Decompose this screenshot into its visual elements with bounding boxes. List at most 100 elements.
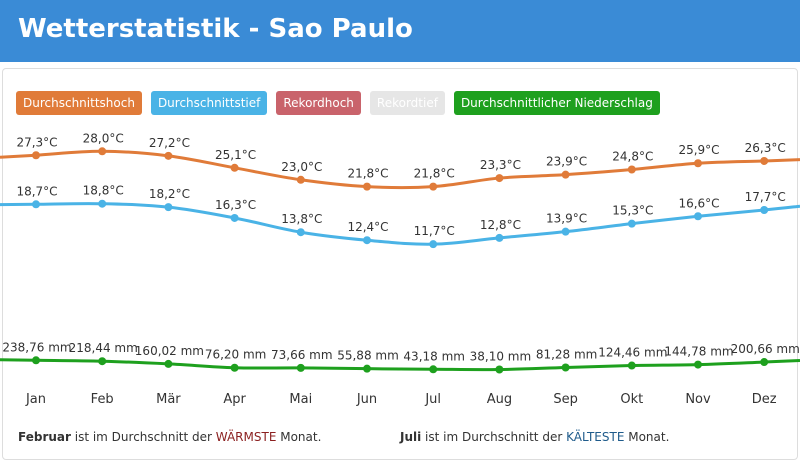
x-tick-label: Mär xyxy=(156,392,181,407)
data-label-durchschnittlicher-niederschlag: 43,18 mm xyxy=(403,349,465,363)
cold-note-end: Monat. xyxy=(624,430,670,444)
legend-rekordtief[interactable]: Rekordtief xyxy=(369,91,445,115)
data-point-durchschnittstief xyxy=(561,227,570,236)
data-point-durchschnittstief xyxy=(429,240,438,249)
warmest-month: Februar xyxy=(18,430,71,444)
x-tick-label: Dez xyxy=(752,392,777,407)
data-label-durchschnittlicher-niederschlag: 81,28 mm xyxy=(536,348,598,362)
weather-chart: 27,3°C 28,0°C 27,2°C 25,1°C 23,0°C 21,8°C 21,8… xyxy=(0,131,800,407)
warmest-word: WÄRMSTE xyxy=(215,430,277,444)
data-label-durchschnittlicher-niederschlag: 160,02 mm xyxy=(135,344,204,358)
x-tick-label: Jul xyxy=(424,392,441,407)
data-point-durchschnittlicher-niederschlag xyxy=(363,364,371,373)
x-tick-label: Jan xyxy=(25,392,46,407)
series-line-durchschnittlicher-niederschlag xyxy=(0,358,800,372)
header-bar: Wetterstatistik - Sao Paulo xyxy=(0,0,800,62)
data-label-durchschnittshoch: 27,2°C xyxy=(149,136,190,150)
x-tick-label: Feb xyxy=(91,392,114,407)
data-label-durchschnittstief: 16,6°C xyxy=(678,196,719,210)
data-label-durchschnittstief: 18,8°C xyxy=(83,184,124,198)
data-label-durchschnittlicher-niederschlag: 76,20 mm xyxy=(205,348,267,362)
warm-note-end: Monat. xyxy=(276,430,322,444)
data-label-durchschnittlicher-niederschlag: 124,46 mm xyxy=(598,346,667,360)
data-label-durchschnittstief: 12,8°C xyxy=(480,218,521,232)
data-point-durchschnittlicher-niederschlag xyxy=(760,358,769,367)
data-point-durchschnittstief xyxy=(230,213,239,222)
data-point-durchschnittshoch xyxy=(429,182,438,191)
data-point-durchschnittlicher-niederschlag xyxy=(627,361,636,370)
data-label-durchschnittshoch: 24,8°C xyxy=(612,150,653,164)
data-label-durchschnittstief: 17,7°C xyxy=(745,190,786,204)
data-point-durchschnittstief xyxy=(495,233,504,242)
data-point-durchschnittlicher-niederschlag xyxy=(164,359,173,368)
data-label-durchschnittshoch: 27,3°C xyxy=(16,135,57,149)
legend-durchschnittshoch[interactable]: Durchschnittshoch xyxy=(16,91,142,115)
data-point-durchschnittlicher-niederschlag xyxy=(561,363,570,372)
x-tick-label: Sep xyxy=(553,392,578,407)
coldest-month: Juli xyxy=(400,430,422,444)
data-label-durchschnittstief: 13,8°C xyxy=(281,212,322,226)
data-label-durchschnittshoch: 26,3°C xyxy=(745,141,786,155)
coldest-word: KÄLTESTE xyxy=(566,430,625,444)
x-tick-label: Jun xyxy=(356,392,377,407)
data-label-durchschnittlicher-niederschlag: 55,88 mm xyxy=(337,349,399,363)
data-point-durchschnittstief xyxy=(164,203,173,212)
data-point-durchschnittstief xyxy=(32,200,40,209)
cold-note-text: ist im Durchschnitt der xyxy=(421,430,567,444)
legend-niederschlag[interactable]: Durchschnittlicher Niederschlag xyxy=(453,91,660,115)
data-label-durchschnittshoch: 25,9°C xyxy=(678,143,719,157)
x-tick-label: Aug xyxy=(487,392,512,407)
data-label-durchschnittshoch: 23,3°C xyxy=(480,158,521,172)
data-label-durchschnittshoch: 21,8°C xyxy=(414,167,455,181)
data-label-durchschnittstief: 16,3°C xyxy=(215,198,256,212)
data-label-durchschnittstief: 12,4°C xyxy=(347,220,388,234)
data-point-durchschnittshoch xyxy=(98,147,107,156)
page-title: Wetterstatistik - Sao Paulo xyxy=(18,14,413,44)
data-label-durchschnittstief: 18,2°C xyxy=(149,187,190,201)
data-point-durchschnittlicher-niederschlag xyxy=(429,365,438,374)
data-point-durchschnittshoch xyxy=(760,156,769,165)
legend-durchschnittstief[interactable]: Durchschnittstief xyxy=(150,91,268,115)
data-point-durchschnittstief xyxy=(98,199,107,208)
x-tick-label: Apr xyxy=(223,392,246,407)
data-label-durchschnittlicher-niederschlag: 38,10 mm xyxy=(470,350,532,364)
legend-rekordhoch[interactable]: Rekordhoch xyxy=(276,91,361,115)
data-point-durchschnittstief xyxy=(296,228,305,237)
x-tick-label: Nov xyxy=(685,392,711,407)
data-label-durchschnittlicher-niederschlag: 238,76 mm xyxy=(2,340,71,354)
data-point-durchschnittlicher-niederschlag xyxy=(32,356,40,365)
data-point-durchschnittshoch xyxy=(363,182,371,191)
data-point-durchschnittstief xyxy=(694,212,702,221)
data-point-durchschnittshoch xyxy=(230,163,239,172)
data-point-durchschnittshoch xyxy=(694,159,702,168)
warmest-month-note: Februar ist im Durchschnitt der WÄRMSTE … xyxy=(18,430,321,444)
data-point-durchschnittlicher-niederschlag xyxy=(230,363,239,372)
chart-card xyxy=(2,68,798,460)
data-point-durchschnittshoch xyxy=(627,165,636,174)
data-label-durchschnittshoch: 23,0°C xyxy=(281,160,322,174)
chart-legend: Durchschnittshoch Durchschnittstief Reko… xyxy=(16,91,660,115)
data-label-durchschnittstief: 18,7°C xyxy=(16,184,57,198)
data-label-durchschnittlicher-niederschlag: 218,44 mm xyxy=(69,341,138,355)
data-point-durchschnittshoch xyxy=(495,174,504,183)
data-point-durchschnittshoch xyxy=(32,151,40,160)
data-point-durchschnittstief xyxy=(627,219,636,228)
data-point-durchschnittlicher-niederschlag xyxy=(694,360,702,369)
data-point-durchschnittlicher-niederschlag xyxy=(495,365,504,374)
data-label-durchschnittstief: 11,7°C xyxy=(414,224,455,238)
warm-note-text: ist im Durchschnitt der xyxy=(70,430,216,444)
data-point-durchschnittlicher-niederschlag xyxy=(296,363,305,372)
data-label-durchschnittstief: 15,3°C xyxy=(612,204,653,218)
data-label-durchschnittlicher-niederschlag: 200,66 mm xyxy=(731,342,800,356)
data-label-durchschnittshoch: 23,9°C xyxy=(546,155,587,169)
series-line-durchschnittshoch xyxy=(0,149,800,190)
data-point-durchschnittshoch xyxy=(561,170,570,179)
data-point-durchschnittlicher-niederschlag xyxy=(98,357,107,366)
data-label-durchschnittshoch: 21,8°C xyxy=(347,167,388,181)
series-line-durchschnittstief xyxy=(0,202,800,246)
data-label-durchschnittshoch: 28,0°C xyxy=(83,131,124,145)
data-label-durchschnittlicher-niederschlag: 144,78 mm xyxy=(664,345,733,359)
data-point-durchschnittstief xyxy=(760,205,769,214)
data-label-durchschnittstief: 13,9°C xyxy=(546,212,587,226)
data-label-durchschnittshoch: 25,1°C xyxy=(215,148,256,162)
